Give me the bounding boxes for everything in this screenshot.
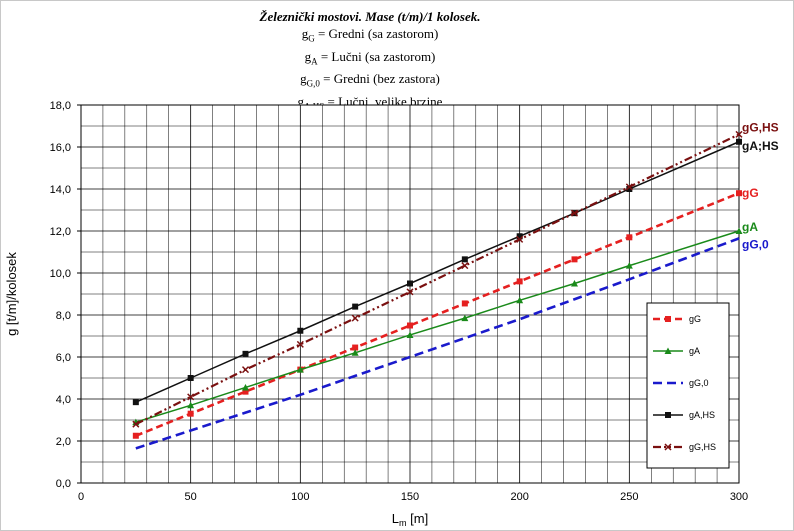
data-point	[352, 303, 359, 310]
data-point	[571, 256, 578, 263]
data-point	[516, 233, 523, 240]
data-point	[461, 300, 468, 307]
data-point	[187, 410, 194, 417]
series-end-label: gA	[742, 220, 758, 234]
data-point	[351, 349, 359, 356]
subtitle-line: gA = Lučni (sa zastorom)	[170, 48, 570, 71]
data-point	[626, 186, 633, 192]
subtitle-text: = Gredni (sa zastorom)	[314, 26, 439, 41]
legend-label: gG,HS	[689, 442, 716, 452]
y-tick-label: 18,0	[50, 100, 71, 112]
legend-marker	[664, 347, 672, 354]
legend-label: gA,HS	[689, 410, 715, 420]
data-point	[297, 327, 304, 334]
x-tick-label: 100	[291, 491, 309, 503]
x-tick-label: 200	[510, 491, 528, 503]
legend-box	[646, 302, 730, 469]
data-point	[406, 331, 414, 338]
subtitle-subscript: G	[308, 33, 315, 44]
x-axis-label: Lm [m]	[392, 511, 428, 528]
y-tick-label: 6,0	[56, 352, 71, 364]
subtitle-symbol: g	[301, 26, 309, 41]
legend-label: gG	[689, 314, 701, 324]
y-tick-label: 4,0	[56, 394, 71, 406]
data-point	[736, 190, 742, 197]
data-point	[132, 432, 139, 439]
subtitle-symbol: g	[300, 71, 307, 87]
x-tick-label: 50	[185, 491, 197, 503]
y-tick-label: 14,0	[50, 184, 71, 196]
data-point	[187, 393, 195, 401]
data-point	[736, 138, 742, 145]
subtitle-subscript: A	[311, 56, 318, 67]
data-point	[296, 366, 304, 373]
data-point	[626, 234, 633, 241]
data-point	[516, 235, 524, 243]
legend-label: gG,0	[689, 378, 709, 388]
series-end-label: gG,HS	[742, 120, 779, 134]
data-point	[406, 288, 414, 296]
subtitle-subscript: G,0	[306, 78, 320, 89]
y-tick-label: 12,0	[50, 226, 71, 238]
x-tick-label: 250	[620, 491, 638, 503]
subtitle-text: = Gredni (bez zastora)	[319, 71, 440, 87]
data-point	[461, 256, 468, 263]
data-point	[516, 296, 524, 304]
chart-title: Železnički mostovi. Mase (t/m)/1 kolosek…	[259, 9, 481, 24]
series-end-label: gA;HS	[742, 139, 779, 153]
x-tick-label: 0	[78, 491, 84, 503]
data-point	[735, 130, 743, 138]
x-tick-label: 300	[730, 491, 748, 503]
data-point	[352, 344, 359, 351]
data-point	[625, 262, 633, 269]
subtitle-symbol: g	[304, 48, 312, 64]
y-tick-label: 8,0	[56, 310, 71, 322]
subtitle-symbol: g	[297, 93, 305, 109]
y-tick-label: 0,0	[56, 478, 71, 490]
data-point	[296, 340, 304, 348]
data-point	[735, 227, 743, 234]
y-tick-label: 10,0	[50, 268, 71, 280]
data-point	[625, 183, 633, 191]
data-point	[570, 209, 579, 217]
series-line	[135, 133, 740, 426]
data-point	[516, 278, 523, 285]
data-point	[241, 366, 250, 374]
data-point	[132, 399, 139, 406]
y-tick-label: 16,0	[50, 142, 71, 154]
subtitle-line: gG = Gredni (sa zastorom)	[170, 25, 570, 48]
legend-marker	[665, 316, 671, 322]
data-point	[461, 262, 469, 270]
data-point	[407, 280, 413, 287]
subtitle-line: gG,0 = Gredni (bez zastora)	[170, 70, 570, 93]
series-end-label: gG	[742, 186, 759, 200]
data-point	[407, 322, 413, 329]
data-point	[132, 420, 140, 428]
y-tick-label: 2,0	[56, 436, 71, 448]
legend-marker	[664, 443, 672, 451]
subtitle-text: = Lučni (sa zastorom)	[317, 48, 436, 64]
data-point	[187, 401, 195, 409]
series-line	[135, 237, 740, 450]
data-point	[461, 314, 469, 322]
data-point	[351, 314, 359, 322]
data-point	[242, 383, 249, 391]
legend-label: gA	[689, 346, 700, 356]
data-point	[242, 350, 249, 357]
y-axis-label: g [t/m]/kolosek	[4, 252, 19, 336]
data-point	[571, 280, 578, 287]
data-point	[242, 388, 249, 395]
series-end-label: gG,0	[742, 237, 769, 251]
data-point	[187, 375, 194, 381]
x-tick-label: 150	[401, 491, 419, 503]
legend-marker	[665, 412, 671, 418]
